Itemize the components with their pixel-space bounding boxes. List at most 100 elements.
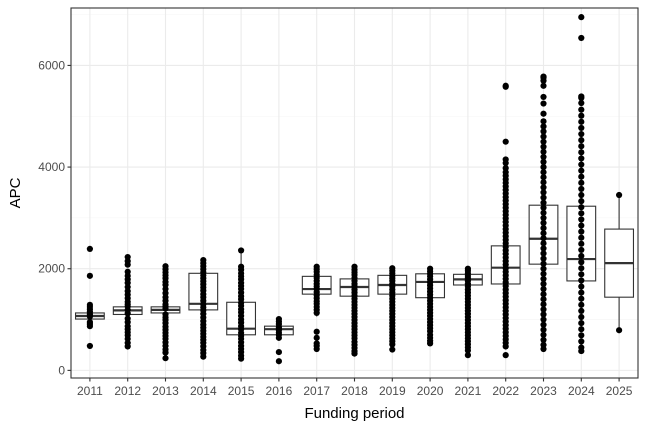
outlier-point <box>540 82 547 89</box>
outlier-point <box>540 296 547 303</box>
outlier-point <box>540 250 547 257</box>
outlier-point <box>540 169 547 176</box>
outlier-point <box>578 106 585 113</box>
outlier-point <box>86 342 93 350</box>
outlier-point <box>124 261 131 268</box>
outlier-point <box>313 309 320 317</box>
outlier-point <box>578 185 585 193</box>
x-tick-label: 2013 <box>152 384 179 398</box>
box-2025 <box>604 195 635 331</box>
outlier-point <box>540 189 547 196</box>
outlier-point <box>578 347 585 355</box>
outlier-point <box>502 159 509 167</box>
outlier-point <box>578 34 585 42</box>
outlier-point <box>578 112 585 119</box>
y-tick-label: 4000 <box>38 160 65 174</box>
outlier-point <box>275 334 282 341</box>
outlier-point <box>578 289 585 296</box>
x-tick-label: 2023 <box>530 384 557 398</box>
outlier-point <box>540 219 547 227</box>
outlier-point <box>578 155 585 162</box>
x-tick-label: 2014 <box>190 384 217 398</box>
outlier-point <box>389 346 396 353</box>
outlier-point <box>616 191 623 199</box>
outlier-point <box>578 94 585 102</box>
outlier-point <box>313 328 320 335</box>
outlier-point <box>86 245 93 253</box>
outlier-point <box>578 246 585 254</box>
outlier-point <box>578 191 585 199</box>
outlier-point <box>578 222 585 229</box>
x-tick-label: 2025 <box>606 384 633 398</box>
outlier-point <box>540 285 547 293</box>
outlier-point <box>238 355 245 362</box>
outlier-point <box>540 153 547 161</box>
outlier-point <box>540 184 547 191</box>
outlier-point <box>578 167 585 174</box>
outlier-point <box>578 295 585 302</box>
outlier-point <box>540 224 547 232</box>
outlier-point <box>540 143 547 150</box>
outlier-point <box>578 307 585 315</box>
outlier-point <box>502 343 509 350</box>
x-tick-label: 2019 <box>379 384 406 398</box>
y-axis-title: APC <box>7 177 24 208</box>
outlier-point <box>124 343 131 350</box>
y-axis: 0 2000 4000 6000 <box>38 58 71 377</box>
outlier-point <box>578 326 585 333</box>
outlier-point <box>578 14 585 21</box>
outlier-point <box>578 161 585 168</box>
outlier-point <box>578 124 585 132</box>
outlier-point <box>540 316 547 323</box>
outlier-point <box>162 355 169 362</box>
outlier-point <box>578 210 585 217</box>
outlier-point <box>540 265 547 272</box>
outlier-point <box>427 340 434 347</box>
outlier-point <box>540 321 547 328</box>
outlier-point <box>540 301 547 308</box>
outlier-point <box>578 313 585 321</box>
outlier-point <box>540 275 547 282</box>
outlier-point <box>540 336 547 343</box>
outlier-point <box>540 199 547 206</box>
outlier-point <box>540 209 547 216</box>
outlier-point <box>86 323 93 330</box>
outlier-point <box>578 204 585 211</box>
outlier-point <box>502 83 509 90</box>
outlier-point <box>540 163 547 171</box>
outlier-point <box>540 123 547 130</box>
outlier-point <box>86 313 93 320</box>
outlier-point <box>313 345 320 353</box>
outlier-point <box>578 234 585 241</box>
outlier-point <box>162 305 169 312</box>
x-axis-title: Funding period <box>304 405 404 422</box>
outlier-point <box>200 353 207 360</box>
outlier-point <box>540 270 547 277</box>
outlier-point <box>540 260 547 267</box>
outlier-point <box>578 179 585 186</box>
outlier-point <box>540 110 547 117</box>
outlier-point <box>540 204 547 211</box>
outlier-point <box>540 331 547 338</box>
outlier-point <box>578 259 585 266</box>
x-tick-label: 2012 <box>114 384 141 398</box>
outlier-point <box>540 194 547 201</box>
outlier-point <box>578 277 585 284</box>
outlier-point <box>540 93 547 101</box>
x-tick-label: 2018 <box>341 384 368 398</box>
outlier-point <box>540 77 547 84</box>
outlier-point <box>578 265 585 272</box>
outlier-point <box>540 245 547 252</box>
outlier-point <box>578 320 585 327</box>
outlier-point <box>86 272 93 279</box>
x-axis: 2011 2012 2013 2014 2015 2016 2017 2018 2019 2020… <box>77 378 633 398</box>
outlier-point <box>540 148 547 155</box>
outlier-point <box>578 228 585 235</box>
outlier-point <box>540 214 547 222</box>
outlier-points <box>86 14 623 365</box>
x-tick-label: 2020 <box>417 384 444 398</box>
outlier-point <box>578 143 585 150</box>
outlier-point <box>540 100 547 107</box>
outlier-point <box>540 230 547 237</box>
